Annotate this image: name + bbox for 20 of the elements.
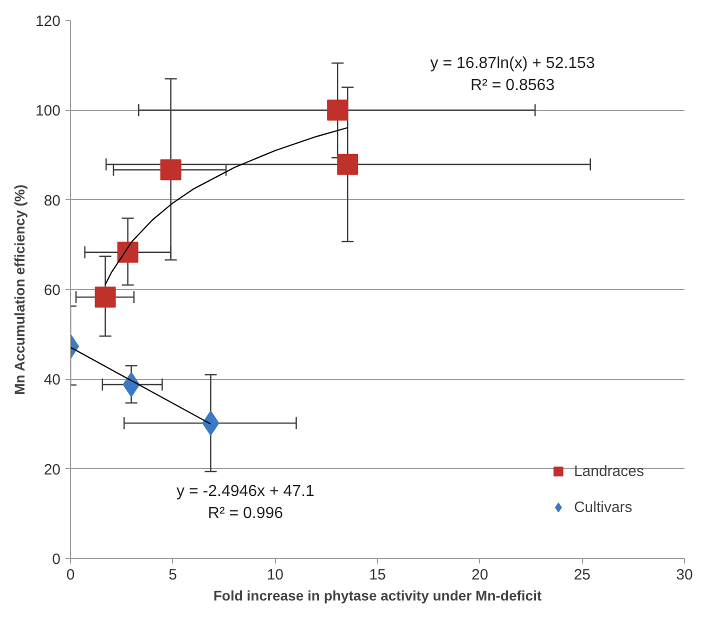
y-tick-label: 0 (52, 551, 60, 568)
x-tick-label: 25 (574, 566, 591, 584)
y-tick-label: 120 (35, 13, 61, 30)
x-tick-label: 15 (369, 566, 386, 584)
x-tick-label: 5 (168, 566, 178, 584)
x-tick-label: 30 (676, 566, 693, 584)
y-tick-label: 40 (44, 372, 61, 389)
annotation: y = -2.4946x + 47.1 R² = 0.996 (176, 482, 315, 522)
x-tick-label: 20 (471, 566, 488, 584)
x-axis-title: Fold increase in phytase activity under Mn-deficit (213, 588, 542, 604)
y-tick-label: 60 (44, 282, 61, 299)
y-axis-title: Mn Accumulation efficiency (%) (11, 184, 28, 395)
y-tick-label: 20 (44, 461, 61, 478)
x-tick-label: 10 (266, 566, 284, 584)
legend-label: Landraces (574, 462, 644, 480)
y-tick-label: 80 (44, 192, 61, 210)
legend-label: Cultivars (574, 498, 632, 516)
x-tick-label: 0 (66, 566, 75, 584)
y-tick-label: 100 (35, 102, 61, 120)
annotation: y = 16.87ln(x) + 52.153 R² = 0.8563 (430, 55, 595, 94)
